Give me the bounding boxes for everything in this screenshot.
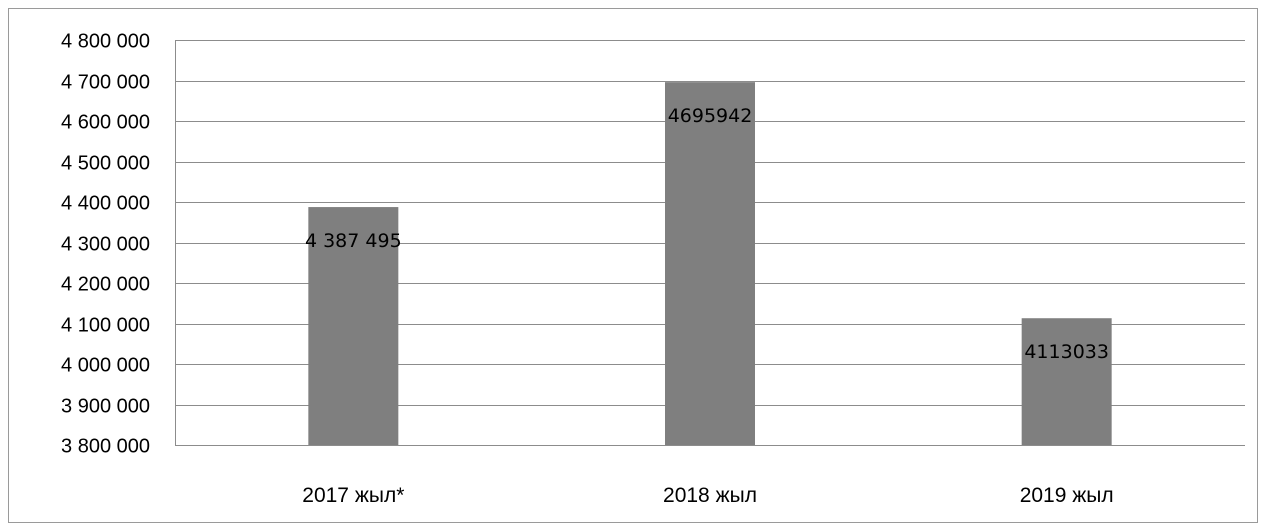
y-tick-label: 4 000 000	[61, 355, 150, 377]
data-label: 4 387 495	[305, 230, 402, 252]
x-axis-category-labels: 2017 жыл* 2018 жыл 2019 жыл	[302, 484, 1113, 507]
y-tick-label: 4 300 000	[61, 234, 150, 256]
bar	[308, 207, 399, 445]
y-axis-tick-labels: 3 800 000 3 900 000 4 000 000 4 100 000 4 20…	[61, 31, 150, 458]
y-tick-label: 4 100 000	[61, 315, 150, 337]
bar	[665, 82, 755, 445]
bar	[1021, 318, 1112, 445]
y-tick-label: 4 600 000	[61, 112, 150, 134]
bars	[308, 82, 1112, 445]
y-tick-label: 3 800 000	[61, 436, 150, 458]
y-tick-label: 4 400 000	[61, 193, 150, 215]
x-category-label: 2019 жыл	[1020, 484, 1114, 507]
y-tick-label: 4 200 000	[61, 274, 150, 296]
y-tick-label: 4 700 000	[61, 72, 150, 94]
y-tick-label: 4 500 000	[61, 153, 150, 175]
x-category-label: 2017 жыл*	[302, 484, 404, 507]
y-tick-label: 3 900 000	[61, 396, 150, 418]
data-label: 4113033	[1024, 341, 1109, 363]
x-category-label: 2018 жыл	[663, 484, 757, 507]
data-labels: 4 387 495 4695942 4113033	[305, 105, 1109, 363]
data-label: 4695942	[668, 105, 753, 127]
y-tick-label: 4 800 000	[61, 31, 150, 53]
